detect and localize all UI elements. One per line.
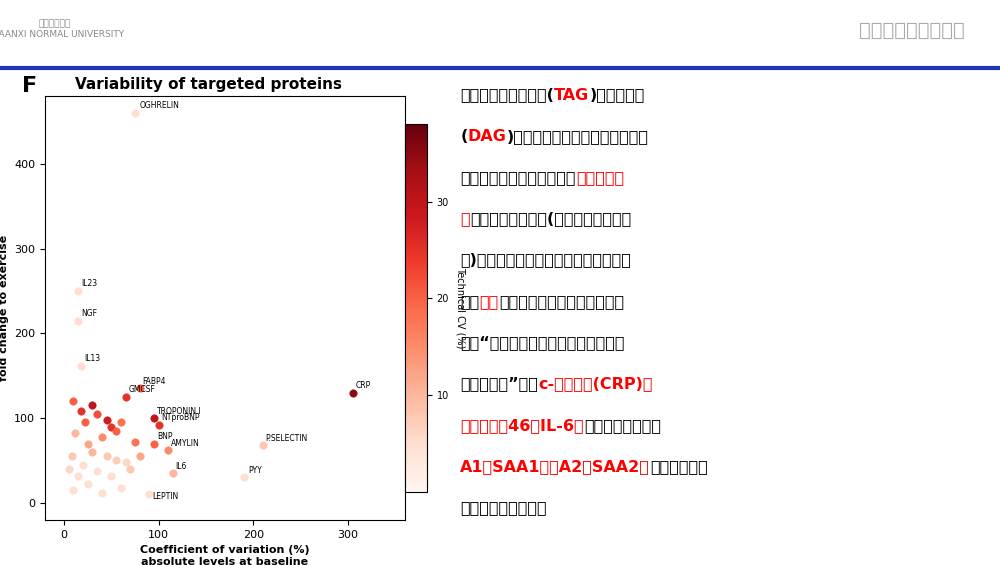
Text: PYY: PYY bbox=[249, 466, 262, 475]
Point bbox=[70, 316, 86, 325]
Point bbox=[75, 460, 91, 469]
Text: 步支持了这一观点。: 步支持了这一观点。 bbox=[460, 500, 547, 515]
Point bbox=[132, 384, 148, 393]
Text: IL13: IL13 bbox=[84, 354, 100, 363]
Point bbox=[89, 409, 105, 418]
Point bbox=[108, 426, 124, 435]
Text: 的变异性进一: 的变异性进一 bbox=[650, 459, 708, 474]
Text: P.SELECTIN: P.SELECTIN bbox=[266, 434, 308, 443]
Point bbox=[99, 452, 115, 461]
Point bbox=[118, 458, 134, 467]
Text: TROPONIN.I: TROPONIN.I bbox=[157, 407, 202, 416]
Point bbox=[118, 392, 134, 401]
Point bbox=[127, 437, 143, 446]
Point bbox=[67, 429, 83, 438]
Point bbox=[73, 361, 89, 370]
Text: A1（SAA1）和A2（SAA2）: A1（SAA1）和A2（SAA2） bbox=[460, 459, 650, 474]
Text: 最易变的生物学过程，其通路: 最易变的生物学过程，其通路 bbox=[499, 294, 624, 309]
Point bbox=[84, 401, 100, 410]
Point bbox=[255, 441, 271, 450]
Point bbox=[165, 469, 181, 478]
Text: GMCSF: GMCSF bbox=[128, 385, 155, 394]
Text: 白细胞介素46（IL-6）: 白细胞介素46（IL-6） bbox=[460, 418, 584, 433]
Text: 哚)。使用可变转录本进行的富集分析发: 哚)。使用可变转录本进行的富集分析发 bbox=[460, 253, 631, 268]
Text: c-反应蛋白(CRP)、: c-反应蛋白(CRP)、 bbox=[538, 376, 653, 392]
Text: 之间的通信”等。: 之间的通信”等。 bbox=[460, 376, 538, 392]
Point bbox=[80, 439, 96, 448]
Text: IL6: IL6 bbox=[176, 462, 187, 471]
Point bbox=[89, 466, 105, 475]
Point bbox=[113, 418, 129, 427]
Point bbox=[132, 452, 148, 461]
Text: OGHRELIN: OGHRELIN bbox=[140, 102, 180, 111]
Text: 子: 子 bbox=[460, 211, 470, 227]
Point bbox=[103, 471, 119, 480]
Point bbox=[160, 446, 176, 455]
Point bbox=[73, 407, 89, 416]
Point bbox=[122, 464, 138, 473]
Point bbox=[84, 447, 100, 457]
Text: (: ( bbox=[460, 129, 468, 144]
Text: 现，: 现， bbox=[460, 294, 480, 309]
Text: NGF: NGF bbox=[81, 309, 97, 318]
Text: 包括“先天免疫细胞和适应性免疫细胞: 包括“先天免疫细胞和适应性免疫细胞 bbox=[460, 335, 625, 350]
Text: )的种类变化最多。同样，从环境: )的种类变化最多。同样，从环境 bbox=[506, 129, 648, 144]
Text: DAG: DAG bbox=[468, 129, 506, 144]
Text: Variability of targeted proteins: Variability of targeted proteins bbox=[75, 77, 342, 92]
Text: BNP: BNP bbox=[157, 432, 172, 441]
Point bbox=[151, 420, 167, 429]
Text: NTproBNP: NTproBNP bbox=[162, 414, 200, 422]
Point bbox=[64, 452, 80, 461]
Text: TAG: TAG bbox=[554, 88, 589, 102]
Point bbox=[345, 388, 361, 397]
Point bbox=[77, 418, 93, 427]
Text: IL23: IL23 bbox=[81, 280, 97, 288]
Text: 中获得的或微生物组产生的: 中获得的或微生物组产生的 bbox=[460, 170, 576, 185]
Point bbox=[108, 456, 124, 465]
Text: 在脂类中，甘油三酯(: 在脂类中，甘油三酯( bbox=[460, 88, 554, 102]
Point bbox=[113, 483, 129, 492]
Point bbox=[65, 485, 81, 495]
Point bbox=[61, 464, 77, 473]
Point bbox=[70, 471, 86, 480]
Point bbox=[103, 422, 119, 431]
Point bbox=[94, 432, 110, 441]
Point bbox=[94, 488, 110, 497]
Text: F: F bbox=[22, 76, 37, 95]
Point bbox=[99, 415, 115, 424]
Text: 是最易变的代谢物(如次生胆汁酸和吴: 是最易变的代谢物(如次生胆汁酸和吴 bbox=[470, 211, 631, 227]
Text: CRP: CRP bbox=[356, 381, 371, 390]
Text: 运动科学与科学运动: 运动科学与科学运动 bbox=[859, 21, 965, 40]
Point bbox=[127, 108, 143, 118]
Text: )和二甘油酯: )和二甘油酯 bbox=[589, 88, 645, 102]
Text: 陕西师范大学
SHAANXI NORMAL UNIVERSITY: 陕西师范大学 SHAANXI NORMAL UNIVERSITY bbox=[0, 20, 124, 39]
Text: AMYLIN: AMYLIN bbox=[171, 439, 200, 447]
Point bbox=[236, 473, 252, 482]
Y-axis label: Coefficient of variation (%)
fold change to exercise: Coefficient of variation (%) fold change… bbox=[0, 223, 9, 393]
Point bbox=[80, 480, 96, 489]
Point bbox=[146, 414, 162, 423]
Point bbox=[146, 439, 162, 448]
Point bbox=[65, 397, 81, 406]
X-axis label: Coefficient of variation (%)
absolute levels at baseline: Coefficient of variation (%) absolute le… bbox=[140, 545, 310, 565]
Text: 炎症: 炎症 bbox=[480, 294, 499, 309]
Text: LEPTIN: LEPTIN bbox=[152, 492, 178, 501]
Text: FABP4: FABP4 bbox=[143, 377, 166, 386]
Text: 和血清淠粉样蛋白: 和血清淠粉样蛋白 bbox=[584, 418, 661, 433]
Text: 外源性小分: 外源性小分 bbox=[576, 170, 624, 185]
Point bbox=[141, 490, 157, 499]
Y-axis label: Technical CV (%): Technical CV (%) bbox=[456, 267, 466, 349]
Point bbox=[70, 286, 86, 295]
